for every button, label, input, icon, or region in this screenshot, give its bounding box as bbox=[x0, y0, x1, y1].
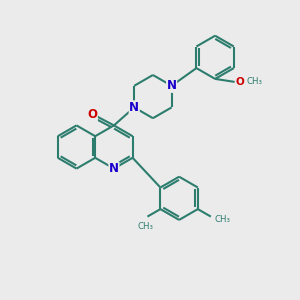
Text: CH₃: CH₃ bbox=[214, 214, 230, 224]
Text: N: N bbox=[167, 79, 177, 92]
Text: CH₃: CH₃ bbox=[246, 77, 262, 86]
Text: CH₃: CH₃ bbox=[138, 222, 154, 231]
Text: N: N bbox=[109, 162, 119, 175]
Text: O: O bbox=[236, 77, 244, 87]
Text: O: O bbox=[87, 107, 97, 121]
Text: N: N bbox=[129, 101, 139, 114]
